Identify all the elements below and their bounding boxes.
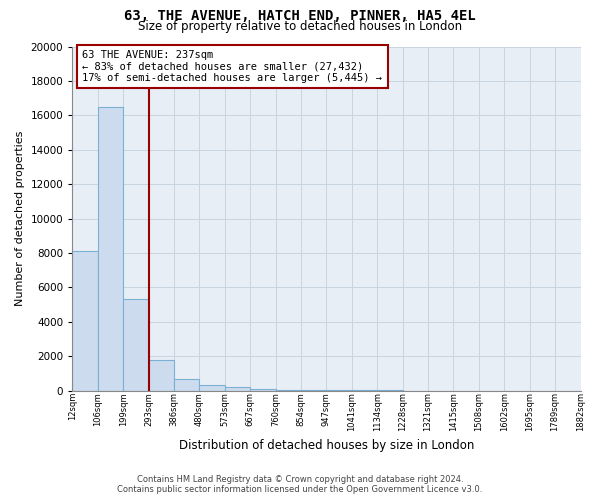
Bar bbox=[174, 380, 199, 390]
Bar bbox=[123, 300, 149, 390]
Text: Contains HM Land Registry data © Crown copyright and database right 2024.
Contai: Contains HM Land Registry data © Crown c… bbox=[118, 474, 482, 494]
Bar bbox=[225, 387, 250, 390]
Bar bbox=[199, 384, 225, 390]
Bar bbox=[98, 106, 123, 391]
Text: 63, THE AVENUE, HATCH END, PINNER, HA5 4EL: 63, THE AVENUE, HATCH END, PINNER, HA5 4… bbox=[124, 8, 476, 22]
Text: Size of property relative to detached houses in London: Size of property relative to detached ho… bbox=[138, 20, 462, 33]
Y-axis label: Number of detached properties: Number of detached properties bbox=[15, 131, 25, 306]
Text: 63 THE AVENUE: 237sqm
← 83% of detached houses are smaller (27,432)
17% of semi-: 63 THE AVENUE: 237sqm ← 83% of detached … bbox=[82, 50, 382, 83]
Bar bbox=[149, 360, 174, 390]
X-axis label: Distribution of detached houses by size in London: Distribution of detached houses by size … bbox=[179, 440, 474, 452]
Bar bbox=[250, 389, 275, 390]
Bar bbox=[73, 252, 98, 390]
